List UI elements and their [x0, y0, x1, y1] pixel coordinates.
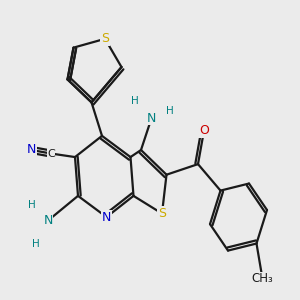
Text: C: C: [47, 148, 55, 158]
Text: S: S: [101, 32, 109, 45]
Text: H: H: [32, 238, 40, 248]
Text: S: S: [158, 207, 166, 220]
Text: N: N: [102, 211, 111, 224]
Text: H: H: [131, 96, 139, 106]
Text: H: H: [28, 200, 35, 210]
Text: N: N: [43, 214, 53, 227]
Text: H: H: [166, 106, 173, 116]
Text: O: O: [199, 124, 209, 137]
Text: CH₃: CH₃: [252, 272, 273, 285]
Text: N: N: [147, 112, 156, 125]
Text: N: N: [27, 143, 36, 157]
